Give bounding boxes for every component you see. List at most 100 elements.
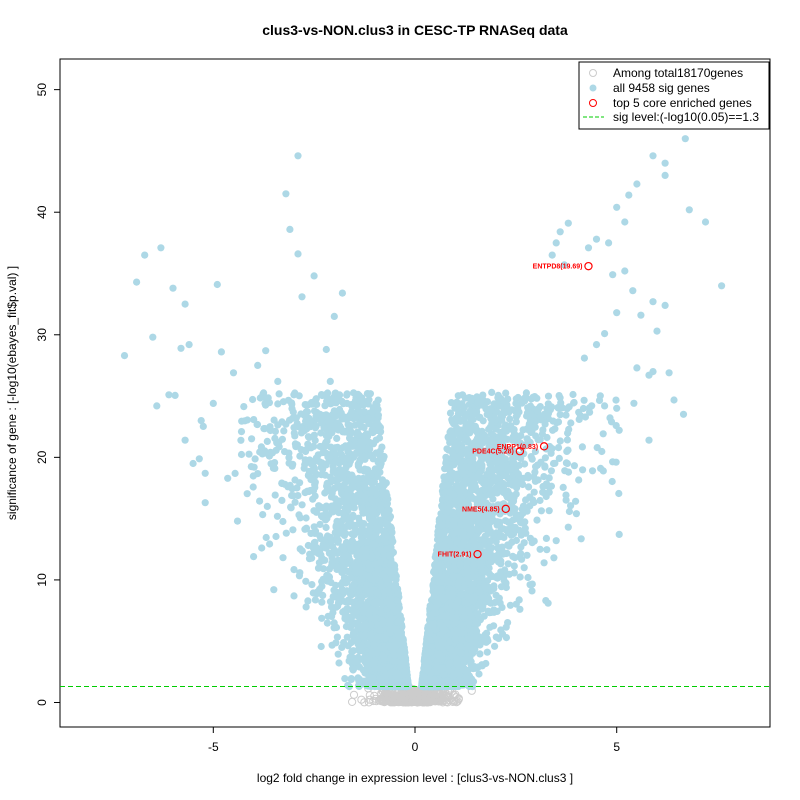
sig-point [302,514,310,522]
sig-point [316,585,324,593]
nonsig-point [421,696,430,706]
sig-point [512,395,520,403]
sig-point [199,422,207,430]
sig-point [447,399,455,407]
sig-point [319,591,327,600]
nonsig-point [369,696,378,706]
sig-point [289,526,297,534]
sig-point [491,642,499,650]
points-layer [120,135,726,707]
sig-point [266,540,274,548]
sig-point [311,483,319,491]
sig-point [366,390,374,398]
sig-point [516,573,524,581]
sig-point [318,598,326,606]
nonsig-point [438,697,447,706]
nonsig-point [360,698,369,707]
sig-point [301,525,309,533]
sig-point [243,490,251,498]
sig-point [533,516,541,524]
sig-point [335,659,343,667]
sig-point [531,447,540,456]
sig-point [565,425,573,433]
sig-point [499,525,507,533]
sig-point [608,477,616,486]
nonsig-point [393,696,402,705]
sig-point [321,471,329,479]
sig-point [171,391,179,399]
sig-point [679,410,688,418]
sig-point [549,417,557,425]
nonsig-point [443,692,452,701]
sig-point [510,562,518,570]
sig-point [609,458,617,466]
sig-point [578,443,587,451]
nonsig-point [422,698,431,707]
sig-point [595,396,604,404]
sig-point [476,650,484,658]
sig-point [670,396,678,404]
sig-point [334,650,342,658]
sig-point [262,401,270,409]
sig-point [250,463,258,471]
sig-point [486,623,494,631]
sig-point [279,517,287,526]
sig-point [322,523,330,532]
sig-point [520,519,528,527]
sig-point [554,444,563,452]
nonsig-point [365,691,374,700]
sig-point [333,434,341,442]
sig-point [195,455,203,463]
sig-point [279,554,287,562]
sig-point [545,507,553,515]
sig-point [599,430,607,438]
sig-point [333,633,341,641]
sig-point [253,420,262,429]
sig-point [555,454,563,462]
sig-point [348,648,356,656]
sig-point [245,450,253,458]
sig-point [570,398,578,407]
sig-point [375,434,384,442]
sig-point [579,466,587,474]
sig-point [294,492,302,500]
sig-point [323,619,331,627]
sig-point [262,533,270,542]
nonsig-point [379,696,388,705]
sig-point [577,535,585,543]
sig-point [237,450,246,459]
nonsig-point [348,697,357,707]
nonsig-point [444,696,453,705]
sig-point [569,390,577,399]
sig-point [528,455,536,463]
nonsig-point [379,693,388,703]
sig-point [271,491,279,499]
sig-point [531,477,540,485]
sig-point [492,633,500,641]
sig-point [278,496,286,504]
sig-point [512,536,521,545]
sig-point [497,560,505,568]
sig-point [275,390,283,398]
sig-point [275,438,283,446]
sig-point [580,396,588,404]
sig-point [308,581,316,589]
sig-point [537,507,546,515]
sig-point [542,534,551,543]
sig-point [570,462,579,470]
nonsig-point [434,690,443,699]
nonsig-point [426,697,435,706]
nonsig-point [402,693,411,702]
sig-point [231,469,239,477]
sig-point [308,443,316,451]
nonsig-point [394,694,403,703]
nonsig-point [371,694,380,704]
sig-point [291,432,299,440]
sig-point [254,470,262,478]
sig-point [543,546,551,554]
nonsig-point [357,695,366,704]
nonsig-point [388,693,397,702]
sig-point [567,419,575,427]
sig-point [536,496,544,505]
